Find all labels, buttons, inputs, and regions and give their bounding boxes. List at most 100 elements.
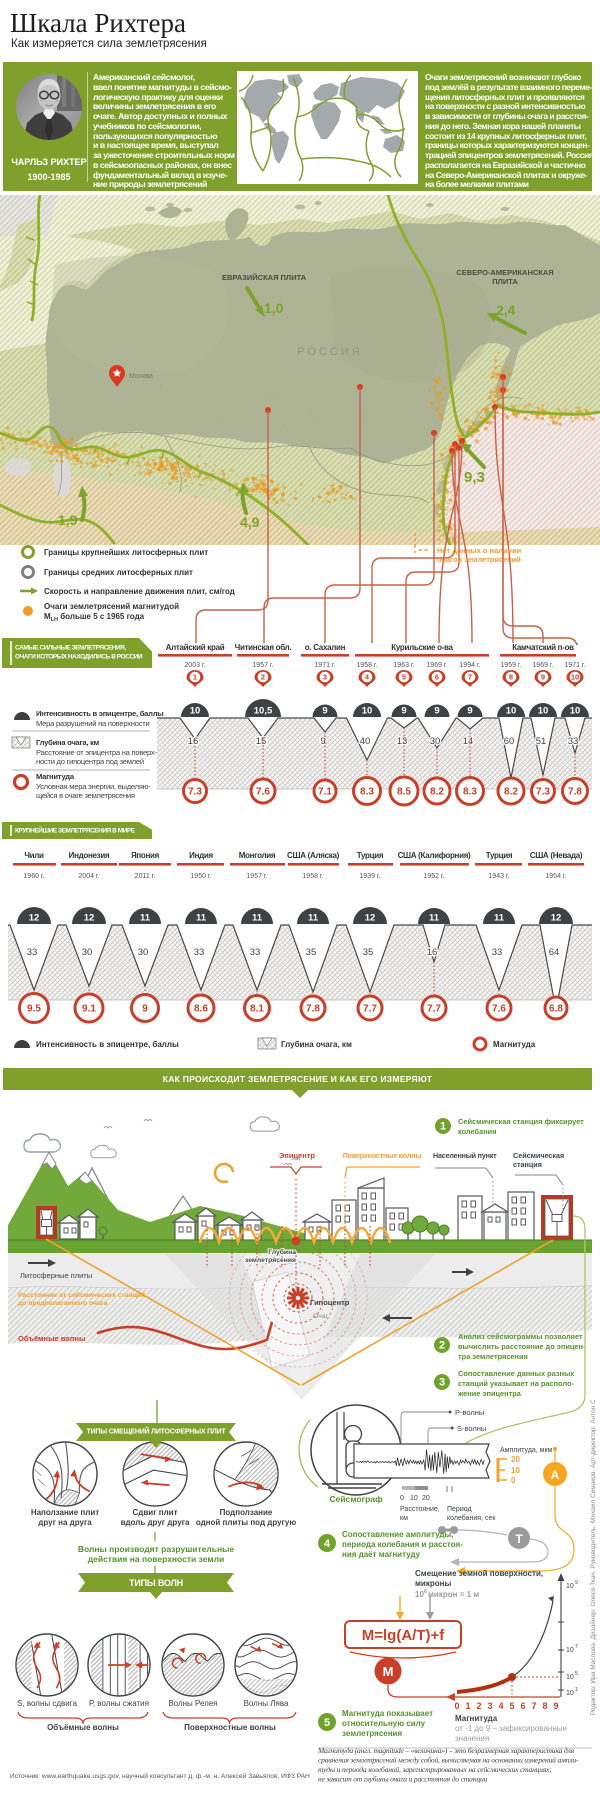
svg-text:до предполагаемого очага: до предполагаемого очага bbox=[18, 1300, 108, 1307]
svg-text:20: 20 bbox=[511, 1455, 520, 1464]
svg-text:1971 г.: 1971 г. bbox=[564, 662, 585, 669]
svg-text:1,0: 1,0 bbox=[264, 300, 284, 316]
svg-text:1969 г.: 1969 г. bbox=[532, 662, 553, 669]
svg-text:Смещение земной поверхности,: Смещение земной поверхности, bbox=[415, 1569, 543, 1578]
svg-text:16: 16 bbox=[427, 947, 438, 958]
svg-text:M: M bbox=[383, 1664, 394, 1679]
svg-text:Магнитуда: Магнитуда bbox=[455, 1714, 498, 1723]
svg-text:Магнитуда (англ. magnitude – «: Магнитуда (англ. magnitude – «величина»)… bbox=[317, 1746, 575, 1755]
svg-text:11: 11 bbox=[429, 913, 440, 924]
svg-text:сравнения землетрясений между: сравнения землетрясений между собой, выч… bbox=[318, 1756, 579, 1765]
svg-text:Р, волны сжатия: Р, волны сжатия bbox=[89, 1699, 149, 1708]
svg-text:1957 г.: 1957 г. bbox=[246, 873, 267, 880]
svg-text:7.1: 7.1 bbox=[318, 787, 332, 798]
svg-text:туды и периода колебаний, заре: туды и периода колебаний, зарегистрирова… bbox=[318, 1765, 552, 1774]
svg-text:колебания: колебания bbox=[458, 1127, 497, 1136]
svg-text:9: 9 bbox=[142, 1004, 148, 1015]
svg-text:S, волны сдвига: S, волны сдвига bbox=[17, 1699, 77, 1708]
svg-text:9: 9 bbox=[401, 706, 406, 717]
svg-text:Волны Релея: Волны Релея bbox=[168, 1699, 217, 1708]
svg-text:10: 10 bbox=[538, 706, 549, 717]
svg-text:20: 20 bbox=[422, 1495, 430, 1502]
svg-text:Монголия: Монголия bbox=[239, 851, 276, 860]
svg-text:2004 г.: 2004 г. bbox=[78, 873, 99, 880]
svg-text:2003 г.: 2003 г. bbox=[184, 662, 205, 669]
svg-text:Сопоставление амплитуды,: Сопоставление амплитуды, bbox=[342, 1530, 453, 1539]
svg-text:7.6: 7.6 bbox=[492, 1004, 506, 1015]
svg-text:1960 г.: 1960 г. bbox=[23, 873, 44, 880]
svg-text:30: 30 bbox=[82, 947, 93, 958]
svg-text:7.7: 7.7 bbox=[427, 1004, 441, 1015]
svg-text:10: 10 bbox=[511, 1466, 520, 1475]
svg-text:60: 60 bbox=[504, 736, 515, 747]
svg-text:ПЛИТА: ПЛИТА bbox=[492, 277, 518, 286]
svg-text:Амплитуда, мкм: Амплитуда, мкм bbox=[500, 1447, 553, 1454]
svg-text:5: 5 bbox=[575, 1671, 578, 1677]
svg-text:землетрясения: землетрясения bbox=[342, 1729, 402, 1738]
svg-text:7: 7 bbox=[468, 673, 472, 682]
svg-text:Литосферные плиты: Литосферные плиты bbox=[20, 1271, 92, 1280]
svg-text:33: 33 bbox=[194, 947, 205, 958]
svg-text:1: 1 bbox=[575, 1687, 578, 1693]
svg-text:ЕВРАЗИЙСКАЯ ПЛИТА: ЕВРАЗИЙСКАЯ ПЛИТА bbox=[222, 273, 307, 282]
svg-text:9: 9 bbox=[467, 706, 472, 717]
svg-text:Редактор: Ира Маслова. Дизайне: Редактор: Ира Маслова. Дизайнер: Олеся Т… bbox=[589, 1400, 597, 1715]
svg-text:Подползание: Подползание bbox=[220, 1508, 273, 1517]
svg-text:9: 9 bbox=[320, 736, 325, 747]
svg-text:Границы крупнейших литосферных: Границы крупнейших литосферных плит bbox=[44, 548, 208, 557]
svg-text:Чили: Чили bbox=[24, 851, 44, 860]
svg-text:8: 8 bbox=[509, 673, 513, 682]
svg-text:2: 2 bbox=[261, 673, 265, 682]
svg-text:30: 30 bbox=[430, 736, 441, 747]
svg-text:9: 9 bbox=[575, 1580, 578, 1586]
svg-text:1: 1 bbox=[193, 673, 197, 682]
svg-text:10: 10 bbox=[506, 706, 517, 717]
svg-text:Объёмные волны: Объёмные волны bbox=[47, 1723, 119, 1732]
svg-text:11: 11 bbox=[494, 913, 505, 924]
svg-text:Очаги землетрясений магнитудой: Очаги землетрясений магнитудой bbox=[44, 602, 179, 611]
svg-text:Читинская обл.: Читинская обл. bbox=[235, 643, 292, 652]
svg-text:8.5: 8.5 bbox=[397, 787, 411, 798]
svg-text:8.2: 8.2 bbox=[430, 787, 444, 798]
svg-text:7.3: 7.3 bbox=[536, 787, 550, 798]
svg-text:12: 12 bbox=[551, 913, 562, 924]
svg-text:30: 30 bbox=[138, 947, 149, 958]
svg-text:1958 г.: 1958 г. bbox=[356, 662, 377, 669]
svg-text:0: 0 bbox=[511, 1476, 516, 1485]
svg-text:2: 2 bbox=[476, 1701, 481, 1711]
svg-text:одной плиты под другую: одной плиты под другую bbox=[196, 1518, 297, 1527]
svg-text:США (Калифорния): США (Калифорния) bbox=[398, 851, 471, 860]
svg-text:4,9: 4,9 bbox=[240, 514, 260, 530]
svg-text:5: 5 bbox=[509, 1701, 514, 1711]
svg-text:4: 4 bbox=[498, 1701, 503, 1711]
svg-text:9,3: 9,3 bbox=[464, 469, 485, 486]
svg-text:Япония: Япония bbox=[131, 851, 160, 860]
svg-text:1971 г.: 1971 г. bbox=[314, 662, 335, 669]
svg-text:10,5: 10,5 bbox=[254, 706, 273, 717]
svg-text:12: 12 bbox=[84, 913, 95, 924]
svg-text:Сдвиг плит: Сдвиг плит bbox=[133, 1508, 178, 1517]
svg-text:о. Сахалин: о. Сахалин bbox=[305, 643, 346, 652]
svg-text:1939 г.: 1939 г. bbox=[359, 873, 380, 880]
svg-text:0: 0 bbox=[400, 1495, 404, 1502]
svg-text:8.2: 8.2 bbox=[504, 787, 518, 798]
svg-text:Сейсмическая: Сейсмическая bbox=[513, 1151, 564, 1160]
svg-text:9: 9 bbox=[434, 706, 439, 717]
svg-text:10: 10 bbox=[566, 1647, 574, 1654]
svg-text:Наползание плит: Наползание плит bbox=[31, 1508, 99, 1517]
svg-text:колебания, сек: колебания, сек bbox=[447, 1514, 496, 1522]
svg-text:35: 35 bbox=[363, 947, 374, 958]
svg-text:ности до гипоцентра под землей: ности до гипоцентра под землей bbox=[36, 757, 144, 766]
svg-text:11: 11 bbox=[140, 913, 151, 924]
svg-text:8: 8 bbox=[542, 1701, 547, 1711]
svg-text:1959 г.: 1959 г. bbox=[500, 662, 521, 669]
svg-text:9: 9 bbox=[541, 673, 545, 682]
svg-text:3: 3 bbox=[487, 1701, 492, 1711]
svg-text:Магнитуда: Магнитуда bbox=[36, 772, 75, 781]
svg-text:Очаг: Очаг bbox=[313, 1313, 329, 1320]
svg-text:9.1: 9.1 bbox=[82, 1004, 96, 1015]
svg-text:11: 11 bbox=[308, 913, 319, 924]
svg-text:T: T bbox=[515, 1532, 523, 1546]
svg-text:1: 1 bbox=[440, 1121, 446, 1133]
svg-text:8.1: 8.1 bbox=[250, 1004, 264, 1015]
